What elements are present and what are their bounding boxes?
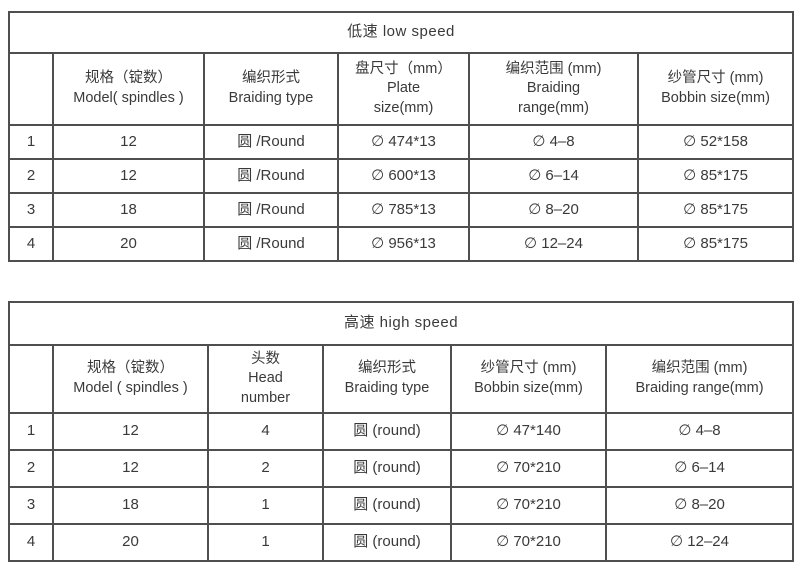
cell-bobbin-size: ∅ 70*210 bbox=[450, 523, 607, 562]
cell-braiding-type: 圆 /Round bbox=[203, 158, 339, 194]
header-line-zh: 纱管尺寸 (mm) bbox=[480, 360, 577, 377]
table-header-row: 规格（锭数） Model( spindles ) 编织形式 Braiding t… bbox=[8, 52, 795, 126]
cell-bobbin-size: ∅ 85*175 bbox=[636, 192, 795, 228]
cell-bobbin-size: ∅ 70*210 bbox=[450, 449, 607, 488]
cell-row-number: 4 bbox=[8, 226, 54, 262]
header-line-zh: 规格（锭数） bbox=[85, 70, 172, 87]
header-braiding-type: 编织形式 Braiding type bbox=[322, 344, 452, 414]
table-row: 4 20 1 圆 (round) ∅ 70*210 ∅ 12–24 bbox=[8, 523, 795, 562]
cell-braiding-type: 圆 /Round bbox=[203, 226, 339, 262]
cell-braiding-type: 圆 (round) bbox=[322, 486, 452, 525]
cell-braiding-type: 圆 /Round bbox=[203, 192, 339, 228]
header-row-number bbox=[8, 52, 54, 126]
cell-model: 12 bbox=[52, 412, 209, 451]
header-braiding-range: 编织范围 (mm) Braiding range(mm) bbox=[604, 344, 795, 414]
header-row-number bbox=[8, 344, 54, 414]
table-row: 2 12 圆 /Round ∅ 600*13 ∅ 6–14 ∅ 85*175 bbox=[8, 158, 795, 194]
cell-bobbin-size: ∅ 52*158 bbox=[636, 124, 795, 160]
header-line-zh: 纱管尺寸 (mm) bbox=[667, 70, 764, 87]
cell-plate-size: ∅ 956*13 bbox=[337, 226, 470, 262]
cell-braiding-range: ∅ 6–14 bbox=[468, 158, 639, 194]
header-head-number: 头数 Head number bbox=[207, 344, 324, 414]
header-bobbin-size: 纱管尺寸 (mm) Bobbin size(mm) bbox=[636, 52, 795, 126]
table-row: 2 12 2 圆 (round) ∅ 70*210 ∅ 6–14 bbox=[8, 449, 795, 488]
header-line-en: Model( spindles ) bbox=[73, 90, 184, 106]
cell-bobbin-size: ∅ 85*175 bbox=[636, 158, 795, 194]
cell-model: 18 bbox=[52, 192, 205, 228]
cell-head-number: 4 bbox=[207, 412, 324, 451]
cell-head-number: 2 bbox=[207, 449, 324, 488]
header-plate-size: 盘尺寸（mm） Plate size(mm) bbox=[337, 52, 470, 126]
low-speed-spec-table: 低速 low speed 规格（锭数） Model( spindles ) 编织… bbox=[7, 11, 795, 262]
cell-row-number: 2 bbox=[8, 449, 54, 488]
table-row: 3 18 圆 /Round ∅ 785*13 ∅ 8–20 ∅ 85*175 bbox=[8, 192, 795, 228]
cell-row-number: 4 bbox=[8, 523, 54, 562]
cell-plate-size: ∅ 600*13 bbox=[337, 158, 470, 194]
header-line-zh: 盘尺寸（mm） bbox=[355, 60, 452, 77]
header-line-en: Bobbin size(mm) bbox=[474, 380, 583, 396]
cell-model: 20 bbox=[52, 226, 205, 262]
low-speed-table-title: 低速 low speed bbox=[7, 11, 795, 54]
cell-braiding-range: ∅ 4–8 bbox=[604, 412, 795, 451]
cell-model: 20 bbox=[52, 523, 209, 562]
cell-bobbin-size: ∅ 85*175 bbox=[636, 226, 795, 262]
header-bobbin-size: 纱管尺寸 (mm) Bobbin size(mm) bbox=[450, 344, 607, 414]
high-speed-spec-table: 高速 high speed 规格（锭数） Model ( spindles ) … bbox=[7, 301, 795, 562]
cell-braiding-range: ∅ 12–24 bbox=[604, 523, 795, 562]
cell-row-number: 1 bbox=[8, 412, 54, 451]
header-line-en: Braiding bbox=[526, 80, 581, 97]
cell-head-number: 1 bbox=[207, 523, 324, 562]
table-title-row: 低速 low speed bbox=[7, 11, 795, 54]
table-header-row: 规格（锭数） Model ( spindles ) 头数 Head number… bbox=[8, 344, 795, 414]
header-model-spindles: 规格（锭数） Model ( spindles ) bbox=[52, 344, 209, 414]
cell-braiding-type: 圆 (round) bbox=[322, 523, 452, 562]
header-line-en2: range(mm) bbox=[518, 99, 589, 116]
header-braiding-range: 编织范围 (mm) Braiding range(mm) bbox=[468, 52, 639, 126]
cell-braiding-range: ∅ 4–8 bbox=[468, 124, 639, 160]
header-line-en: Braiding type bbox=[344, 380, 430, 396]
cell-model: 12 bbox=[52, 449, 209, 488]
cell-model: 18 bbox=[52, 486, 209, 525]
table-row: 1 12 圆 /Round ∅ 474*13 ∅ 4–8 ∅ 52*158 bbox=[8, 124, 795, 160]
table-row: 1 12 4 圆 (round) ∅ 47*140 ∅ 4–8 bbox=[8, 412, 795, 451]
table-title-row: 高速 high speed bbox=[7, 301, 795, 346]
cell-braiding-type: 圆 (round) bbox=[322, 449, 452, 488]
cell-plate-size: ∅ 474*13 bbox=[337, 124, 470, 160]
header-line-zh: 规格（锭数） bbox=[87, 360, 174, 377]
cell-bobbin-size: ∅ 70*210 bbox=[450, 486, 607, 525]
header-line-en: Model ( spindles ) bbox=[73, 380, 188, 396]
cell-head-number: 1 bbox=[207, 486, 324, 525]
header-line-en2: size(mm) bbox=[373, 99, 434, 116]
cell-braiding-range: ∅ 6–14 bbox=[604, 449, 795, 488]
header-braiding-type: 编织形式 Braiding type bbox=[203, 52, 339, 126]
header-line-zh: 编织形式 bbox=[358, 360, 416, 377]
header-line-en: Braiding type bbox=[228, 90, 314, 106]
cell-row-number: 2 bbox=[8, 158, 54, 194]
cell-bobbin-size: ∅ 47*140 bbox=[450, 412, 607, 451]
cell-braiding-range: ∅ 12–24 bbox=[468, 226, 639, 262]
table-row: 4 20 圆 /Round ∅ 956*13 ∅ 12–24 ∅ 85*175 bbox=[8, 226, 795, 262]
header-line-en: Braiding range(mm) bbox=[635, 380, 764, 396]
cell-row-number: 1 bbox=[8, 124, 54, 160]
header-line-zh: 编织形式 bbox=[242, 70, 300, 87]
header-line-en: Plate bbox=[386, 80, 421, 97]
header-line-zh: 编织范围 (mm) bbox=[651, 360, 748, 377]
cell-braiding-type: 圆 (round) bbox=[322, 412, 452, 451]
header-line-en: Head bbox=[248, 370, 283, 387]
header-line-zh: 编织范围 (mm) bbox=[505, 60, 602, 77]
table-row: 3 18 1 圆 (round) ∅ 70*210 ∅ 8–20 bbox=[8, 486, 795, 525]
header-line-en: Bobbin size(mm) bbox=[661, 90, 770, 106]
cell-model: 12 bbox=[52, 158, 205, 194]
header-line-en2: number bbox=[240, 389, 291, 406]
cell-row-number: 3 bbox=[8, 486, 54, 525]
cell-braiding-range: ∅ 8–20 bbox=[604, 486, 795, 525]
cell-braiding-type: 圆 /Round bbox=[203, 124, 339, 160]
cell-row-number: 3 bbox=[8, 192, 54, 228]
header-line-zh: 头数 bbox=[251, 350, 280, 367]
high-speed-table-title: 高速 high speed bbox=[7, 301, 795, 346]
header-model-spindles: 规格（锭数） Model( spindles ) bbox=[52, 52, 205, 126]
cell-plate-size: ∅ 785*13 bbox=[337, 192, 470, 228]
cell-braiding-range: ∅ 8–20 bbox=[468, 192, 639, 228]
cell-model: 12 bbox=[52, 124, 205, 160]
